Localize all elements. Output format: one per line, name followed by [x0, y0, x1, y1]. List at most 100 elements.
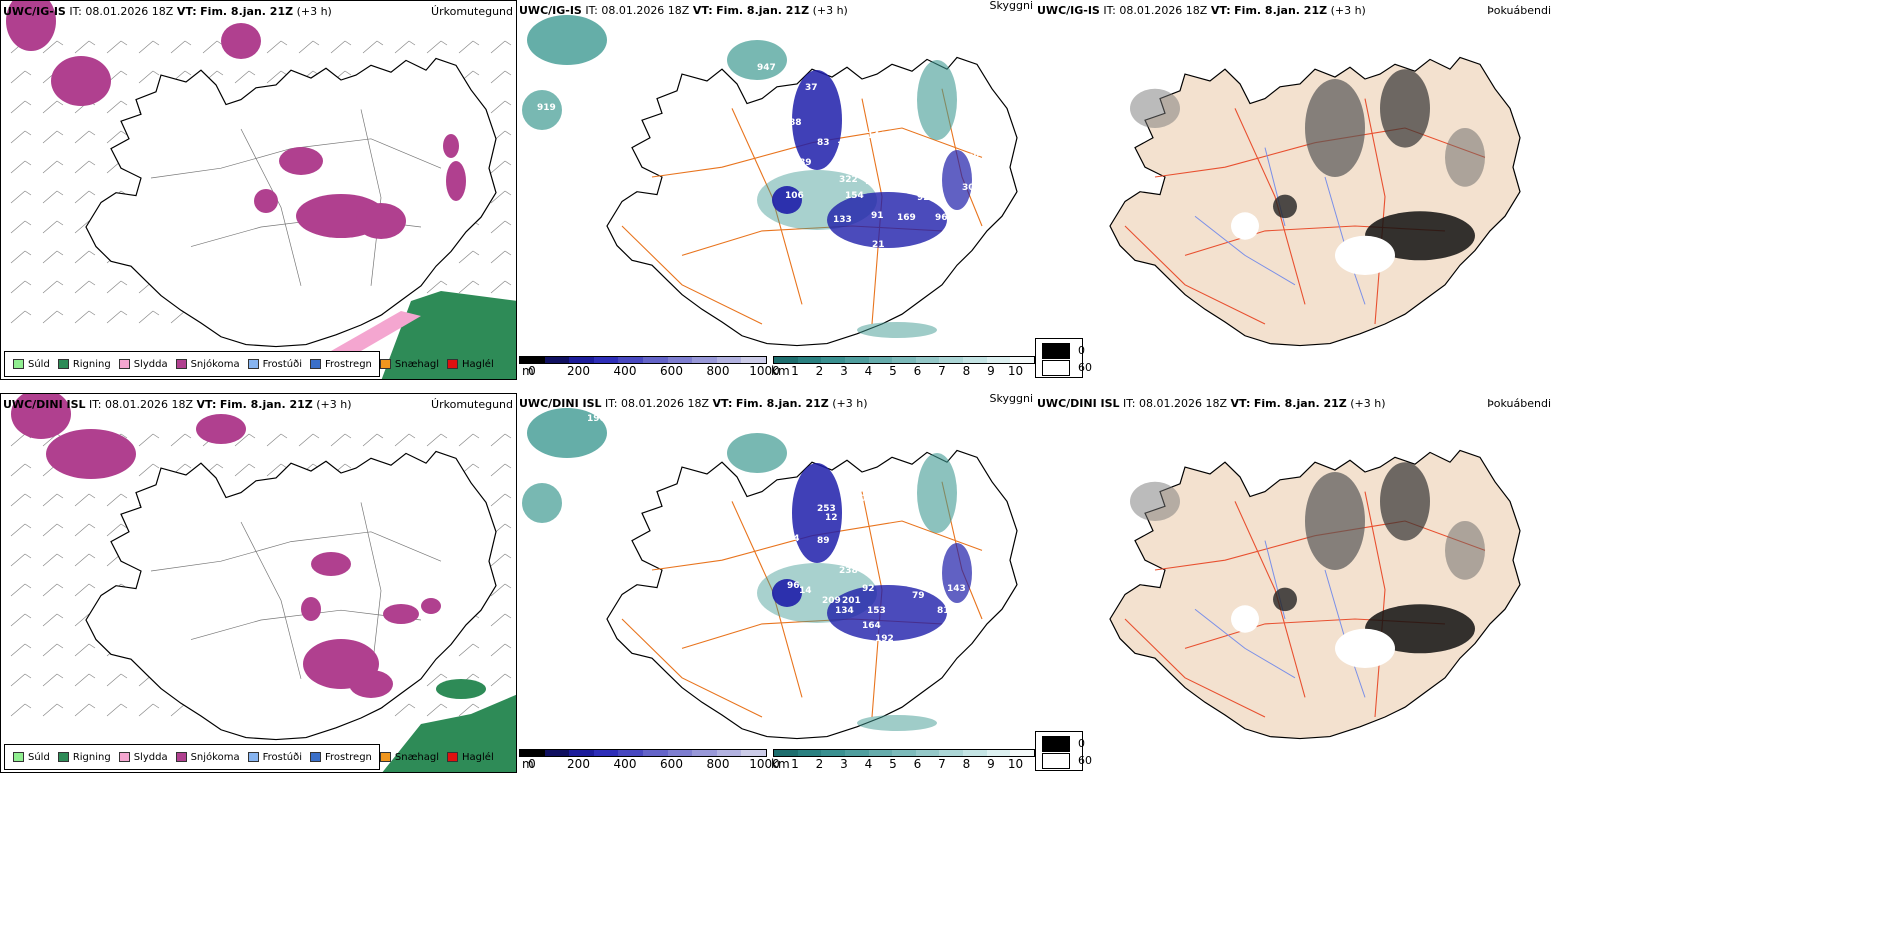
cloud-base-tick: 400 — [613, 757, 637, 771]
cloud-base-label: 155 — [969, 514, 988, 524]
legend-label: Snæhagl — [394, 358, 440, 370]
panel-header: UWC/IG-IS IT: 08.01.2026 18Z VT: Fim. 8.… — [1037, 4, 1366, 17]
cloud-base-label: 153 — [867, 606, 886, 616]
cloud-base-colorbar — [519, 749, 767, 757]
legend-item: Frostregn — [310, 359, 372, 370]
legend-item: Snjókoma — [175, 752, 240, 763]
visibility-tick: 1 — [791, 364, 799, 378]
cloud-base-label: 96 — [787, 581, 800, 591]
cloud-base-label: 14 — [799, 586, 812, 596]
visibility-tick: 2 — [815, 364, 824, 378]
cloud-base-panel: 190 665 74 89 253 12 360 101 155 238 74 362 221 143 96… — [517, 393, 1035, 773]
panel-type-label: Þokuábendi — [1487, 4, 1551, 17]
visibility-tick: 9 — [987, 364, 995, 378]
cloud-base-label: 133 — [833, 215, 852, 225]
legend-item: Frostregn — [310, 752, 372, 763]
cloud-base-tick: 0 — [528, 757, 536, 771]
fog-legend-high-swatch — [1042, 736, 1070, 752]
legend-item: Rigning — [57, 359, 111, 370]
panel-header: UWC/DINI ISL IT: 08.01.2026 18Z VT: Fim.… — [519, 397, 868, 410]
cloud-base-label: 68 — [967, 153, 980, 163]
panel-type-label: Skyggni — [989, 0, 1033, 12]
cloud-base-tick: 400 — [613, 364, 637, 378]
cloud-base-label: 238 — [839, 566, 858, 576]
precip-type-panel: UWC/DINI ISL IT: 08.01.2026 18Z VT: Fim.… — [0, 393, 517, 773]
legend-swatch — [379, 752, 391, 762]
visibility-unit: km — [771, 364, 790, 378]
visibility-tick: 10 — [1007, 757, 1024, 771]
visibility-tick: 8 — [962, 757, 971, 771]
fog-legend-high-swatch — [1042, 343, 1070, 359]
cloud-base-unit: m — [522, 757, 534, 771]
visibility-tick: 1 — [791, 757, 799, 771]
legend-label: Frostúði — [262, 358, 302, 370]
legend-label: Slydda — [133, 358, 168, 370]
cloud-base-tick: 800 — [706, 364, 730, 378]
legend-item: Frostúði — [247, 752, 302, 763]
cloud-base-label: 192 — [875, 634, 894, 644]
visibility-colorbar — [773, 356, 1035, 364]
cloud-base-label: 322 — [839, 175, 858, 185]
legend-item: Snæhagl — [379, 752, 439, 763]
legend-item: Snæhagl — [379, 358, 440, 370]
fog-index-panel: UWC/IG-IS IT: 08.01.2026 18Z VT: Fim. 8.… — [1035, 0, 1557, 380]
cloud-base-label: 106 — [785, 191, 804, 201]
precip-legend: Súld Rigning Slydda Snjókoma Frostúði Frostre… — [4, 744, 494, 770]
legend-item: Slydda — [118, 358, 168, 370]
precip-type-panel: UWC/IG-IS IT: 08.01.2026 18Z VT: Fim. 8.… — [0, 0, 517, 380]
legend-item: Snjókoma — [175, 359, 240, 370]
panel-header: UWC/IG-IS IT: 08.01.2026 18Z VT: Fim. 8.… — [519, 4, 848, 17]
cloud-base-tick: 1000 — [749, 757, 780, 771]
cloud-base-unit: m — [522, 364, 534, 378]
cloud-base-label: 142 — [837, 141, 856, 151]
cloud-base-ticks: m 0 200 400 600 800 1000 — [517, 757, 780, 771]
cloud-base-colorbar — [519, 356, 767, 364]
cloud-base-label: 12 — [825, 513, 838, 523]
panel-header: UWC/DINI ISL IT: 08.01.2026 18Z VT: Fim.… — [3, 398, 352, 411]
cloud-base-label: 947 — [757, 63, 776, 73]
cloud-base-label: 58 — [607, 93, 620, 103]
cloud-base-tick: 600 — [660, 757, 683, 771]
cloud-base-label: 381 — [595, 85, 614, 95]
forecast-row-ig: UWC/IG-IS IT: 08.01.2026 18Z VT: Fim. 8.… — [0, 0, 1900, 380]
cloud-base-label: 164 — [862, 621, 881, 631]
forecast-row-dini: UWC/DINI ISL IT: 08.01.2026 18Z VT: Fim.… — [0, 393, 1900, 773]
fog-map — [1109, 449, 1521, 740]
cloud-base-label: 92 — [917, 193, 930, 203]
fog-legend-low-swatch — [1042, 360, 1070, 376]
cloud-base-ticks: m 0 200 400 600 800 1000 — [517, 364, 780, 378]
precip-legend: Súld Rigning Slydda Snjókoma Frostúði Frostre… — [4, 351, 494, 377]
fog-legend-high-label: 0 — [1078, 737, 1085, 750]
legend-swatch — [57, 359, 69, 369]
cloud-base-label: 134 — [835, 606, 854, 616]
fog-legend-low-label: 60 — [1078, 754, 1092, 767]
legend-item: Frostúði — [247, 358, 302, 370]
cloud-base-label: 37 — [805, 83, 818, 93]
legend-label: Frostregn — [325, 358, 372, 370]
fog-legend: 0 60 — [1035, 338, 1092, 378]
cloud-base-label: 96 — [935, 213, 948, 223]
visibility-tick: 3 — [840, 364, 848, 378]
legend-label: Súld — [28, 358, 50, 370]
visibility-ticks: km 1 2 3 4 5 6 7 8 9 10 — [771, 757, 1033, 771]
fog-legend-low-label: 60 — [1078, 361, 1092, 374]
visibility-tick: 10 — [1007, 364, 1024, 378]
legend-item: Súld — [13, 752, 50, 763]
legend-swatch — [247, 752, 259, 762]
legend-label: Súld — [28, 751, 50, 763]
fog-index-panel: UWC/DINI ISL IT: 08.01.2026 18Z VT: Fim.… — [1035, 393, 1557, 773]
panel-type-label: Skyggni — [989, 393, 1033, 405]
visibility-tick: 9 — [987, 757, 995, 771]
cloud-base-label: 362 — [887, 571, 906, 581]
visibility-tick: 8 — [962, 364, 971, 378]
visibility-tick: 7 — [938, 757, 946, 771]
cloud-base-label: 919 — [537, 103, 556, 113]
legend-swatch — [379, 359, 391, 369]
precip-map — [10, 394, 516, 772]
cloud-base-label: 74 — [787, 534, 800, 544]
legend-swatch — [175, 752, 187, 762]
legend-swatch — [447, 359, 459, 369]
cloud-base-tick: 1000 — [749, 364, 780, 378]
